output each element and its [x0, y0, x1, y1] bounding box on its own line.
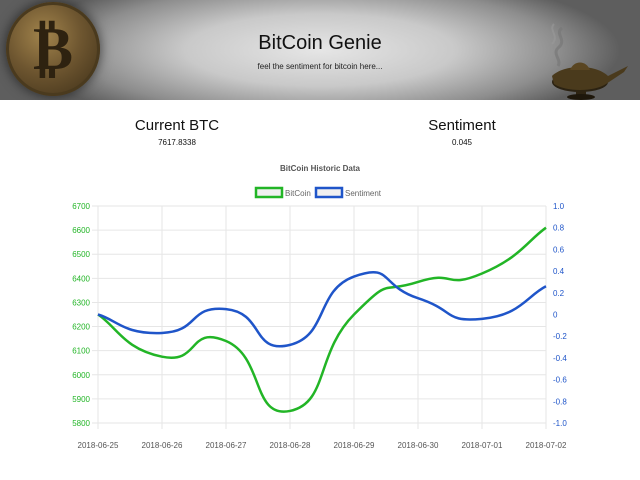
left-axis: 5800 5900 6000 6100 6200 6300 6400 6500 6600 6700	[72, 202, 90, 428]
right-tick-label: 0.8	[553, 224, 565, 233]
chart-grid	[92, 205, 547, 429]
x-tick-label: 2018-06-27	[206, 441, 247, 450]
x-tick-label: 2018-07-01	[462, 441, 503, 450]
sentiment-value: 0.045	[451, 138, 473, 147]
left-tick-label: 5800	[72, 419, 90, 428]
x-tick-label: 2018-06-25	[78, 441, 119, 450]
left-tick-label: 6000	[72, 371, 90, 380]
legend-label-bitcoin: BitCoin	[285, 189, 311, 198]
right-tick-label: 0.6	[553, 245, 565, 254]
x-tick-label: 2018-06-29	[334, 441, 375, 450]
x-tick-label: 2018-06-30	[398, 441, 439, 450]
legend-item-bitcoin[interactable]: BitCoin	[254, 186, 311, 199]
x-tick-label: 2018-06-28	[270, 441, 311, 450]
x-tick-label: 2018-06-26	[142, 441, 183, 450]
page-header: ₿ BitCoin Genie feel the sentiment for b…	[0, 0, 640, 100]
left-tick-label: 6600	[72, 226, 90, 235]
right-tick-label: -0.8	[553, 397, 567, 406]
bitcoin-history-chart: BitCoin Sentiment 5800 5900 6000 6100 6200 63…	[72, 186, 567, 450]
chart-title: BitCoin Historic Data	[279, 164, 360, 173]
chart-lines	[97, 226, 547, 413]
current-btc-label: Current BTC	[134, 117, 220, 134]
legend-label-sentiment: Sentiment	[345, 189, 382, 198]
chart-legend: BitCoin Sentiment	[254, 186, 382, 199]
left-tick-label: 6500	[72, 250, 90, 259]
left-tick-label: 6300	[72, 298, 90, 307]
left-tick-label: 6200	[72, 323, 90, 332]
right-tick-label: -0.2	[553, 332, 567, 341]
series-line-bitcoin	[97, 226, 547, 413]
x-tick-label: 2018-07-02	[526, 441, 567, 450]
right-tick-label: 0	[553, 311, 558, 320]
left-tick-label: 6400	[72, 274, 90, 283]
series-line-sentiment	[97, 271, 547, 348]
app-title: BitCoin Genie	[258, 32, 382, 54]
current-btc-value: 7617.8338	[158, 138, 196, 147]
left-tick-label: 5900	[72, 395, 90, 404]
sentiment-label: Sentiment	[428, 117, 496, 134]
right-tick-label: 1.0	[553, 202, 565, 211]
right-axis: -1.0 -0.8 -0.6 -0.4 -0.2 0 0.2 0.4 0.6 0.8 1.0	[553, 202, 567, 428]
legend-item-sentiment[interactable]: Sentiment	[314, 186, 382, 199]
right-tick-label: 0.2	[553, 289, 565, 298]
left-tick-label: 6700	[72, 202, 90, 211]
app-subtitle: feel the sentiment for bitcoin here...	[257, 62, 383, 71]
bitcoin-coin-icon: ₿	[6, 2, 100, 96]
right-tick-label: -0.4	[553, 354, 567, 363]
right-tick-label: -1.0	[553, 419, 567, 428]
right-tick-label: 0.4	[553, 267, 565, 276]
magic-lamp-icon	[551, 23, 628, 100]
right-tick-label: -0.6	[553, 376, 567, 385]
x-axis: 2018-06-25 2018-06-26 2018-06-27 2018-06-28…	[78, 441, 567, 450]
left-tick-label: 6100	[72, 347, 90, 356]
